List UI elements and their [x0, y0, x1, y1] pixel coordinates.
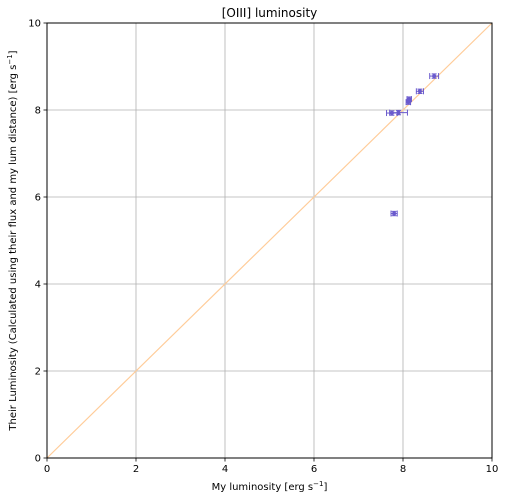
plot-frame: [46, 22, 493, 459]
data-point: [429, 73, 440, 80]
x-tick-label: 8: [400, 464, 406, 475]
y-tick-label: 2: [35, 367, 41, 378]
x-tick-label: 4: [222, 464, 228, 475]
point-marker: [396, 110, 401, 115]
x-axis-title: My luminosity [erg s−1]: [212, 480, 328, 493]
x-tick-label: 6: [311, 464, 317, 475]
y-tick-label: 0: [35, 454, 41, 465]
x-axis-title-main: My luminosity [erg s: [212, 482, 314, 493]
point-marker: [392, 211, 397, 216]
y-axis-title-sup: −1: [6, 54, 14, 64]
chart-title: [OIII] luminosity: [222, 6, 318, 20]
y-tick-label: 10: [28, 19, 41, 30]
y-axis-title-main: Their Luminosity (Calculated using their…: [8, 65, 19, 432]
one-to-one-line: [46, 22, 493, 459]
y-axis-title-end: ]: [8, 50, 19, 54]
x-axis-title-sup: −1: [313, 480, 323, 488]
point-marker: [417, 89, 422, 94]
data-point: [389, 109, 408, 116]
data-point: [390, 210, 398, 217]
x-tick-label: 0: [44, 464, 50, 475]
x-axis-title-end: ]: [323, 482, 327, 493]
ticks-layer: 0 2 4 6 8 10 0 2 4 6 8 10: [28, 19, 498, 476]
grid-layer: [46, 22, 493, 459]
data-point: [406, 96, 412, 103]
reference-line-layer: [46, 22, 493, 459]
y-axis-title: Their Luminosity (Calculated using their…: [6, 50, 19, 431]
x-tick-label: 10: [486, 464, 499, 475]
data-point: [415, 88, 424, 95]
point-marker: [407, 97, 412, 102]
y-tick-label: 4: [35, 280, 41, 291]
y-tick-label: 8: [35, 106, 41, 117]
y-tick-label: 6: [35, 193, 41, 204]
points-layer: [386, 73, 440, 217]
point-marker: [432, 74, 437, 79]
x-tick-label: 2: [133, 464, 139, 475]
